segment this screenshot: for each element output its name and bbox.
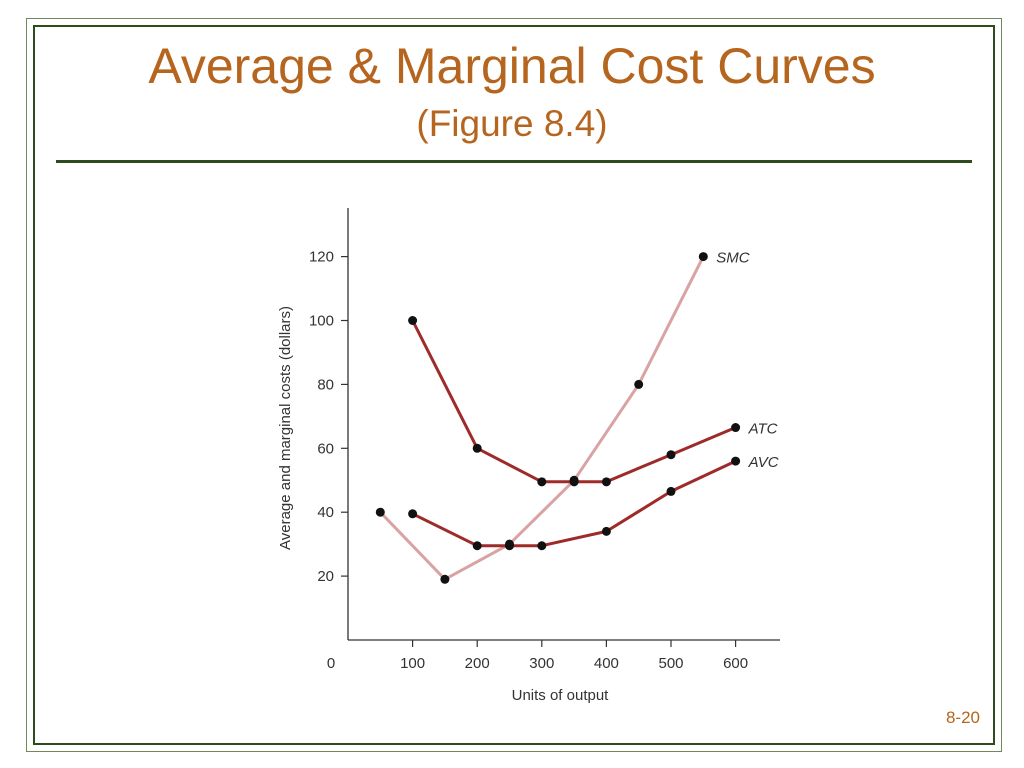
chart-labels: Units of output Average and marginal cost…	[277, 250, 779, 704]
avc-point	[666, 486, 676, 496]
slide-frame-inner	[33, 25, 995, 745]
atc-point	[666, 450, 676, 460]
smc-point	[634, 379, 644, 389]
origin-label: 0	[327, 655, 335, 672]
avc-line	[411, 459, 738, 548]
smc-point	[375, 507, 385, 517]
x-tick-label: 400	[594, 655, 619, 672]
smc-point	[440, 574, 450, 584]
slide-frame-outer	[26, 18, 1002, 752]
avc-point	[408, 509, 418, 519]
atc-line	[411, 319, 738, 484]
atc-point	[569, 477, 579, 487]
chart-ticks: 20 40 60 80 100 120 100 200 300 400 500 600 0	[309, 249, 748, 672]
y-tick-label: 80	[317, 376, 334, 393]
x-axis-title: Units of output	[512, 687, 610, 704]
avc-point	[537, 541, 547, 551]
y-tick-label: 20	[317, 568, 334, 585]
avc-series-label: AVC	[748, 454, 779, 471]
slide-number: 8-20	[945, 708, 980, 727]
atc-point	[537, 477, 547, 487]
y-tick-label: 40	[317, 504, 334, 521]
atc-point	[408, 316, 418, 325]
x-tick-label: 300	[529, 655, 554, 672]
avc-point	[472, 541, 482, 551]
y-tick-label: 100	[309, 313, 334, 330]
avc-point	[505, 541, 514, 551]
avc-point	[731, 456, 741, 466]
atc-series-label: ATC	[748, 421, 778, 438]
y-axis-title: Average and marginal costs (dollars)	[277, 306, 294, 550]
smc-point	[698, 252, 708, 262]
x-tick-label: 600	[723, 655, 748, 672]
chart-axes	[347, 208, 780, 641]
atc-point	[731, 423, 741, 433]
y-tick-label: 60	[317, 440, 334, 457]
smc-series-label: SMC	[716, 250, 750, 267]
y-tick-label: 120	[309, 249, 334, 266]
chart-series-points	[375, 252, 741, 584]
x-tick-label: 500	[658, 655, 683, 672]
atc-point	[472, 443, 482, 453]
slide-title: Average & Marginal Cost Curves	[148, 38, 876, 94]
atc-point	[601, 477, 611, 487]
smc-line	[378, 255, 705, 581]
avc-point	[601, 526, 611, 536]
title-divider	[56, 160, 972, 163]
slide-subtitle: (Figure 8.4)	[416, 103, 608, 144]
x-tick-label: 100	[400, 655, 425, 672]
chart-series-lines	[378, 255, 738, 581]
x-tick-label: 200	[465, 655, 490, 672]
